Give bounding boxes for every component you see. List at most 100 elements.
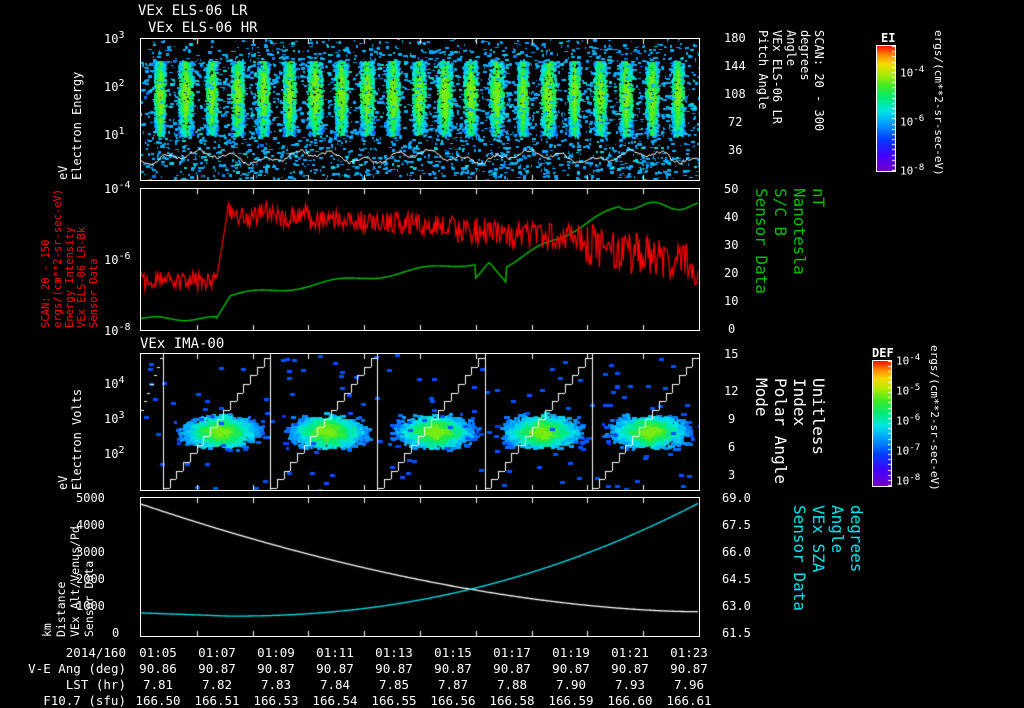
panel1-plot-area[interactable] [140, 38, 700, 181]
panel3-ion-spectrogram-canvas[interactable] [141, 354, 699, 490]
panel4-ytick-3000: 3000 [76, 545, 105, 559]
colorbar2-unit-text: ergs/(cm**2-sr-sec-eV) [928, 345, 941, 491]
colorbar1-title: EI [881, 31, 896, 45]
footer-cell-ve-ang-row-9: 90.87 [670, 661, 708, 676]
panel1-title-lr: VEx ELS-06 LR [138, 3, 248, 19]
panel3-rtick-9: 9 [728, 412, 736, 426]
panel1-rtick-108: 108 [724, 87, 746, 101]
panel3-y-axis-unit: eV [56, 475, 70, 490]
footer-cell-lst-row-5: 7.87 [437, 677, 469, 692]
footer-cell-f107-row-1: 166.51 [194, 693, 240, 708]
panel1-right-axis-label: Pitch Angle VEx ELS-06 LR Angle degrees … [756, 30, 826, 182]
panel4-ytick-1000: 1000 [76, 599, 105, 613]
panel2-rtick-50: 50 [724, 182, 739, 196]
panel1-y-axis-label: Electron Energy eV [56, 45, 84, 180]
colorbar2-tick-4: 10-7 [896, 442, 921, 458]
panel2-left-l0: Sensor Data [88, 258, 100, 328]
footer-label-date-row: 2014/160 [65, 645, 126, 660]
footer-cell-date-row-0: 01:05 [139, 645, 177, 660]
panel4-rtick-630: 63.0 [722, 599, 751, 613]
footer-label-ve-ang-row: V-E Ang (deg) [28, 661, 126, 676]
panel1-right-l0: Pitch Angle [756, 30, 770, 110]
panel2-right-l0: Sensor Data [752, 188, 771, 294]
panel4-plot-area[interactable] [140, 497, 700, 637]
footer-cell-date-row-5: 01:15 [434, 645, 472, 660]
panel4-right-axis-label: Sensor Data VEx SZA Angle degrees [790, 505, 866, 630]
panel1-rtick-144: 144 [724, 59, 746, 73]
panel4-ytick-2000: 2000 [76, 572, 105, 586]
footer-cell-f107-row-3: 166.54 [312, 693, 358, 708]
panel1-right-l3: degrees [798, 30, 812, 81]
panel4-lines-canvas[interactable] [141, 498, 699, 636]
footer-cell-f107-row-0: 166.50 [135, 693, 181, 708]
colorbar1-tick-3: 10-8 [900, 162, 925, 178]
colorbar1[interactable] [876, 45, 896, 172]
panel1-rtick-36: 36 [728, 143, 743, 157]
colorbar1-gradient [877, 46, 895, 171]
panel4-ytick-5000: 5000 [76, 491, 105, 505]
panel4-left-l3: km [40, 623, 54, 637]
colorbar2-tick-3: 10-6 [896, 412, 921, 428]
panel4-rtick-690: 69.0 [722, 491, 751, 505]
panel4-right-l0: Sensor Data [790, 505, 809, 611]
panel1-y-axis-unit: eV [56, 165, 70, 180]
footer-cell-date-row-8: 01:21 [611, 645, 649, 660]
panel3-right-l0: Mode [752, 378, 771, 417]
panel4-right-l3: degrees [847, 505, 866, 573]
footer-label-lst-row: LST (hr) [65, 677, 126, 692]
footer-cell-date-row-4: 01:13 [375, 645, 413, 660]
panel4-ytick-4000: 4000 [76, 518, 105, 532]
colorbar2-unit-label: ergs/(cm**2-sr-sec-eV) [928, 345, 941, 495]
panel4-rtick-675: 67.5 [722, 518, 751, 532]
panel1-right-l2: Angle [784, 30, 798, 67]
colorbar2-tick-5: 10-8 [896, 472, 921, 488]
footer-cell-lst-row-3: 7.84 [319, 677, 351, 692]
colorbar1-tick-2: 10-6 [900, 113, 925, 129]
panel4-right-l2: Angle [828, 505, 847, 554]
panel3-title: VEx IMA-00 [140, 336, 225, 352]
panel2-right-l3: nT [809, 188, 828, 208]
footer-cell-lst-row-6: 7.88 [496, 677, 528, 692]
panel3-rtick-12: 12 [724, 384, 739, 398]
panel4-rtick-660: 66.0 [722, 545, 751, 559]
colorbar2-tick-2: 10-5 [896, 382, 921, 398]
footer-cell-date-row-7: 01:19 [552, 645, 590, 660]
panel2-ytick-e-8: 10-8 [104, 322, 131, 338]
panel3-ytick-100: 102 [104, 445, 125, 461]
panel3-rtick-6: 6 [728, 440, 736, 454]
panel1-right-l4: SCAN: 20 - 300 [812, 30, 826, 132]
colorbar2[interactable] [872, 360, 892, 487]
footer-cell-ve-ang-row-5: 90.87 [434, 661, 472, 676]
footer-cell-lst-row-4: 7.85 [378, 677, 410, 692]
panel3-rtick-15: 15 [724, 347, 739, 361]
panel2-ytick-e-4: 10-4 [104, 180, 131, 196]
panel4-rtick-615: 61.5 [722, 626, 751, 640]
footer-cell-f107-row-6: 166.58 [489, 693, 535, 708]
colorbar1-unit-label: ergs/(cm**2-sr-sec-eV) [932, 30, 945, 180]
footer-cell-lst-row-0: 7.81 [142, 677, 174, 692]
panel1-rtick-180: 180 [724, 31, 746, 45]
panel2-rtick-30: 30 [724, 238, 739, 252]
panel2-plot-area[interactable] [140, 188, 700, 331]
panel2-lines-canvas[interactable] [141, 189, 699, 330]
panel3-y-axis-label: Electron Volts eV [56, 360, 84, 490]
panel3-y-axis-name: Electron Volts [70, 388, 84, 490]
panel1-ytick-10: 101 [104, 126, 125, 142]
panel3-right-l2: Index [790, 378, 809, 427]
panel4-left-l2: Distance [54, 581, 68, 637]
panel2-left-l3: ergs/(cm**2-sr-sec-eV) [52, 188, 64, 328]
footer-cell-lst-row-8: 7.93 [614, 677, 646, 692]
footer-cell-f107-row-8: 166.60 [607, 693, 653, 708]
footer-cell-lst-row-9: 7.96 [673, 677, 705, 692]
footer-cell-date-row-1: 01:07 [198, 645, 236, 660]
panel3-plot-area[interactable] [140, 353, 700, 491]
panel2-right-l2: Nanotesla [790, 188, 809, 275]
panel1-title-hr: VEx ELS-06 HR [148, 20, 258, 36]
panel1-spectrogram-canvas[interactable] [141, 39, 699, 180]
footer-cell-ve-ang-row-0: 90.86 [139, 661, 177, 676]
panel2-left-l2: Energy Intensity [64, 226, 76, 328]
panel4-ytick-0: 0 [112, 626, 120, 640]
panel3-right-axis-label: Mode Polar Angle Index Unitless [752, 378, 828, 488]
panel3-ytick-1000: 103 [104, 410, 125, 426]
